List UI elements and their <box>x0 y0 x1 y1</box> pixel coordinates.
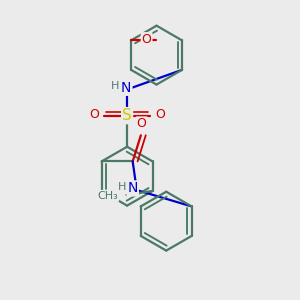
Text: N: N <box>121 81 131 95</box>
Text: H: H <box>118 182 126 192</box>
Text: H: H <box>111 81 119 91</box>
Text: O: O <box>155 108 165 121</box>
Text: N: N <box>128 182 138 195</box>
Text: S: S <box>122 108 132 123</box>
Text: O: O <box>89 108 99 121</box>
Text: O: O <box>142 33 152 46</box>
Text: O: O <box>137 117 147 130</box>
Text: CH₃: CH₃ <box>98 191 118 201</box>
